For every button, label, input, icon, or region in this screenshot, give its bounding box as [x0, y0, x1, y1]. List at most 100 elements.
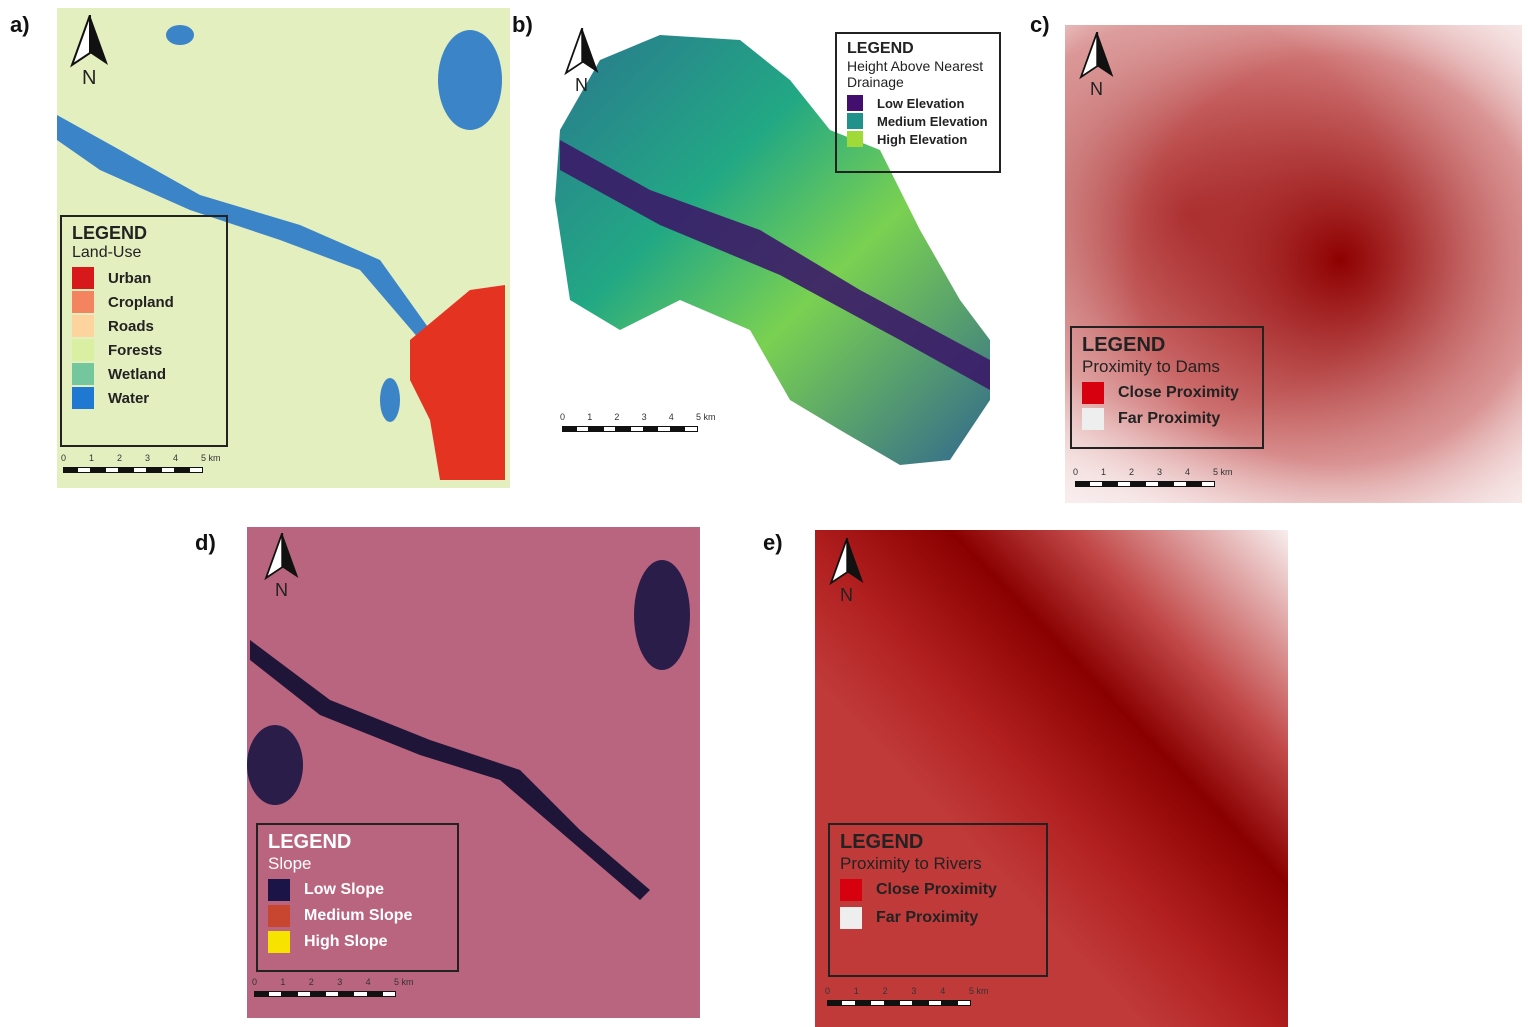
scale-label: 3 [911, 986, 916, 996]
scale-bar [1145, 481, 1159, 487]
legend-swatch [847, 95, 863, 111]
scale-bar [1201, 481, 1215, 487]
legend-subtitle: Proximity to Rivers [840, 854, 1036, 874]
legend-item: Far Proximity [1082, 407, 1252, 431]
scale-bar [841, 1000, 855, 1006]
page: {"panels": [ {"label": "a)", "north": "N… [0, 0, 1528, 1027]
legend-subtitle: Slope [268, 854, 447, 874]
scale-label: 4 [1185, 467, 1190, 477]
legend-item: Cropland [72, 290, 216, 314]
north-label: N [575, 75, 588, 96]
scale-bar [175, 467, 189, 473]
legend-item: Close Proximity [840, 878, 1036, 902]
legend-subtitle: Proximity to Dams [1082, 357, 1252, 377]
scale-label: 4 [173, 453, 178, 463]
north-label: N [1090, 79, 1103, 100]
legend-label: Cropland [108, 294, 174, 311]
water-body [247, 725, 303, 805]
scale-bar [63, 467, 77, 473]
legend-title: LEGEND [268, 831, 447, 854]
scale-bar [353, 991, 367, 997]
scale-bar [133, 467, 147, 473]
panel-label: d) [195, 530, 216, 556]
scale-bar [856, 1000, 870, 1006]
scale-bar [576, 426, 590, 432]
legend-label: Far Proximity [1118, 410, 1220, 428]
scale-bar [1117, 481, 1131, 487]
scale-bar [282, 991, 296, 997]
scale-label: 5 km [696, 412, 716, 422]
scale-bar [1089, 481, 1103, 487]
panel-label: e) [763, 530, 783, 556]
legend-swatch [268, 931, 290, 953]
legend-swatch [72, 291, 94, 313]
legend-item: Far Proximity [840, 906, 1036, 930]
legend-swatch [72, 387, 94, 409]
scale-label: 0 [1073, 467, 1078, 477]
scale-bar [913, 1000, 927, 1006]
lake [438, 30, 502, 130]
legend-subtitle: Height Above Nearest Drainage [847, 58, 989, 90]
scale-label: 1 [1101, 467, 1106, 477]
legend-label: Low Elevation [877, 96, 964, 111]
scale-label: 5 km [969, 986, 989, 996]
scale-label: 5 km [394, 977, 414, 987]
scale-bar [644, 426, 658, 432]
legend-swatch [268, 879, 290, 901]
scale-bar [657, 426, 671, 432]
legend-swatch [840, 879, 862, 901]
legend-swatch [1082, 382, 1104, 404]
scale-bar [1187, 481, 1201, 487]
scale-bar [671, 426, 685, 432]
legend-swatch [268, 905, 290, 927]
legend-swatch [72, 267, 94, 289]
scale-bar [957, 1000, 971, 1006]
scale-bar [630, 426, 644, 432]
scale-bar [1103, 481, 1117, 487]
scale-label: 1 [587, 412, 592, 422]
scale-label: 4 [366, 977, 371, 987]
legend-item: Medium Elevation [847, 112, 989, 130]
legend-label: Medium Elevation [877, 114, 988, 129]
scale-bar [105, 467, 119, 473]
scale-bar [1159, 481, 1173, 487]
legend-item: Low Elevation [847, 94, 989, 112]
scale-bar [870, 1000, 884, 1006]
scale-label: 5 km [1213, 467, 1233, 477]
legend-swatch [72, 339, 94, 361]
legend-swatch [72, 315, 94, 337]
scale-label: 2 [883, 986, 888, 996]
scale-label: 4 [669, 412, 674, 422]
legend-title: LEGEND [847, 40, 989, 58]
scale-bar [684, 426, 698, 432]
scale-label: 5 km [201, 453, 221, 463]
legend-item: Wetland [72, 362, 216, 386]
scale-label: 3 [145, 453, 150, 463]
north-label: N [840, 585, 853, 606]
legend-label: Far Proximity [876, 909, 978, 927]
scale-label: 0 [61, 453, 66, 463]
legend-item: Low Slope [268, 878, 447, 902]
legend-item: Roads [72, 314, 216, 338]
legend-item: Urban [72, 266, 216, 290]
scale-bar [311, 991, 325, 997]
scale-bar [827, 1000, 841, 1006]
scale-bar [147, 467, 161, 473]
legend-swatch [72, 363, 94, 385]
legend-label: Roads [108, 318, 154, 335]
scale-bar [91, 467, 105, 473]
lake [166, 25, 194, 45]
panel-label: b) [512, 12, 533, 38]
legend-item: Close Proximity [1082, 381, 1252, 405]
legend-label: Urban [108, 270, 151, 287]
legend-swatch [847, 113, 863, 129]
scale-bar [297, 991, 311, 997]
legend-swatch [847, 131, 863, 147]
scale-label: 2 [614, 412, 619, 422]
legend-title: LEGEND [1082, 334, 1252, 357]
scale-bar [1173, 481, 1187, 487]
scale-bar [161, 467, 175, 473]
scale-bar [616, 426, 630, 432]
legend-item: Medium Slope [268, 904, 447, 928]
scale-bar [254, 991, 268, 997]
